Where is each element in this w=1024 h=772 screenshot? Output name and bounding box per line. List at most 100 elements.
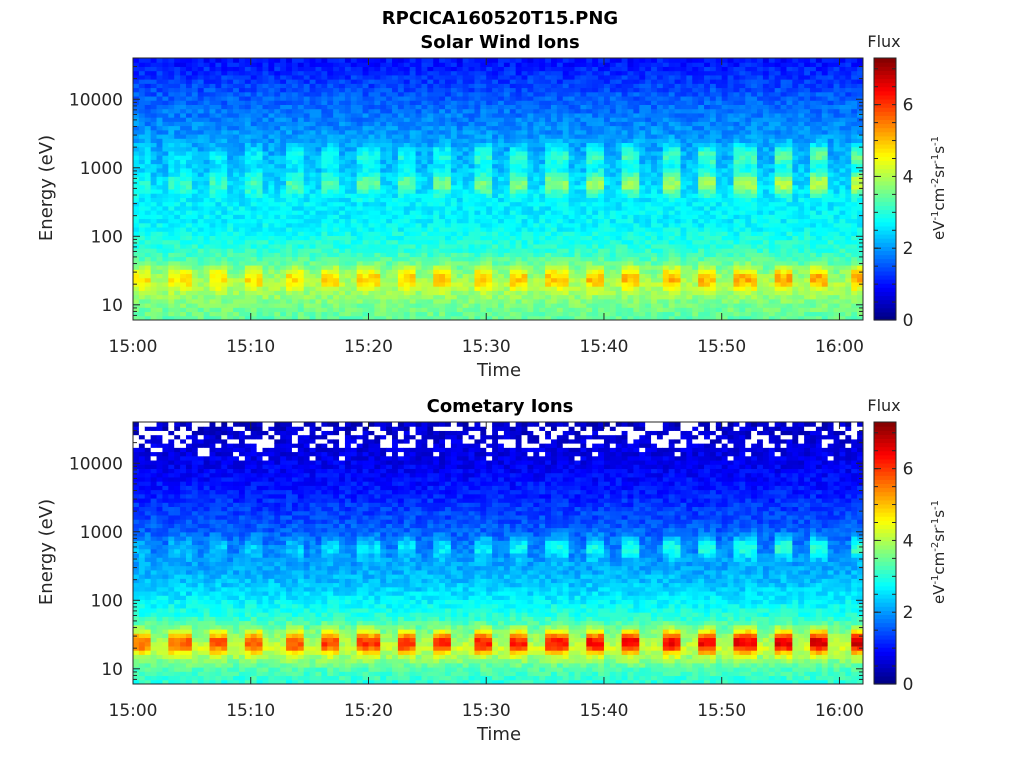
heatmap-cell xyxy=(133,83,140,89)
heatmap-cell xyxy=(274,62,281,67)
heatmap-cell xyxy=(492,290,499,296)
heatmap-cell xyxy=(174,260,181,266)
heatmap-cell xyxy=(492,197,499,203)
heatmap-cell xyxy=(168,100,175,105)
heatmap-cell xyxy=(521,218,528,224)
heatmap-cell xyxy=(138,121,146,127)
heatmap-cell xyxy=(356,315,364,321)
heatmap-cell xyxy=(185,227,193,232)
heatmap-cell xyxy=(280,79,287,84)
heatmap-cell xyxy=(450,66,458,72)
heatmap-cell xyxy=(515,159,523,165)
heatmap-cell xyxy=(568,201,576,207)
heatmap-cell xyxy=(262,189,269,194)
heatmap-cell xyxy=(291,303,299,308)
heatmap-cell xyxy=(327,197,334,203)
heatmap-cell xyxy=(515,197,523,203)
heatmap-cell xyxy=(374,277,381,283)
heatmap-cell xyxy=(450,286,458,291)
heatmap-cell xyxy=(439,125,446,131)
heatmap-cell xyxy=(333,205,340,211)
heatmap-cell xyxy=(409,66,417,72)
heatmap-cell xyxy=(562,138,570,144)
heatmap-cell xyxy=(492,117,499,122)
heatmap-cell xyxy=(344,150,352,156)
heatmap-cell xyxy=(191,243,199,249)
heatmap-cell xyxy=(203,167,211,173)
heatmap-cell xyxy=(244,74,252,80)
heatmap-cell xyxy=(238,307,246,313)
heatmap-cell xyxy=(550,205,558,211)
heatmap-cell xyxy=(445,112,452,118)
heatmap-cell xyxy=(238,159,246,165)
heatmap-cell xyxy=(586,303,593,308)
heatmap-cell xyxy=(233,197,240,203)
heatmap-cell xyxy=(191,91,199,97)
heatmap-cell xyxy=(162,159,169,165)
heatmap-cell xyxy=(574,159,581,165)
heatmap-cell xyxy=(215,129,222,135)
heatmap-cell xyxy=(462,315,470,321)
heatmap-cell xyxy=(233,277,240,283)
heatmap-cell xyxy=(568,294,576,300)
heatmap-cell xyxy=(256,138,264,144)
heatmap-cell xyxy=(297,176,305,182)
heatmap-cell xyxy=(133,277,140,283)
heatmap-cell xyxy=(533,70,540,76)
heatmap-cell xyxy=(333,176,340,182)
heatmap-cell xyxy=(386,235,393,241)
heatmap-cell xyxy=(368,193,375,198)
heatmap-cell xyxy=(191,62,199,67)
heatmap-cell xyxy=(244,294,252,300)
heatmap-cell xyxy=(492,252,499,258)
heatmap-cell xyxy=(556,87,564,93)
heatmap-cell xyxy=(227,273,234,279)
heatmap-cell xyxy=(350,104,358,110)
heatmap-cell xyxy=(527,74,534,80)
heatmap-cell xyxy=(274,210,281,215)
heatmap-cell xyxy=(603,210,611,215)
heatmap-cell xyxy=(521,91,528,97)
heatmap-cell xyxy=(180,227,187,232)
heatmap-cell xyxy=(350,184,358,190)
heatmap-cell xyxy=(256,243,264,249)
heatmap-cell xyxy=(462,256,470,262)
heatmap-cell xyxy=(280,100,287,105)
heatmap-cell xyxy=(380,269,387,275)
heatmap-cell xyxy=(427,125,434,131)
heatmap-cell xyxy=(545,121,552,127)
heatmap-cell xyxy=(168,180,175,186)
heatmap-cell xyxy=(450,167,458,173)
heatmap-cell xyxy=(545,290,552,296)
heatmap-cell xyxy=(386,201,393,207)
heatmap-cell xyxy=(392,66,399,72)
heatmap-cell xyxy=(233,83,240,89)
heatmap-cell xyxy=(468,214,475,220)
heatmap-cell xyxy=(539,193,546,198)
heatmap-cell xyxy=(380,243,387,249)
heatmap-cell xyxy=(174,311,181,317)
heatmap-cell xyxy=(215,269,222,275)
heatmap-cell xyxy=(580,239,587,245)
heatmap-cell xyxy=(274,243,281,249)
heatmap-cell xyxy=(439,201,446,207)
heatmap-cell xyxy=(492,108,499,114)
heatmap-cell xyxy=(445,235,452,241)
heatmap-cell xyxy=(562,303,570,308)
heatmap-cell xyxy=(309,294,316,300)
heatmap-cell xyxy=(539,214,546,220)
heatmap-cell xyxy=(439,311,446,317)
heatmap-cell xyxy=(297,100,305,105)
heatmap-cell xyxy=(368,66,375,72)
heatmap-cell xyxy=(556,100,564,105)
heatmap-cell xyxy=(409,193,417,198)
heatmap-cell xyxy=(380,294,387,300)
heatmap-cell xyxy=(462,100,470,105)
heatmap-cell xyxy=(562,256,570,262)
heatmap-cell xyxy=(397,243,405,249)
heatmap-cell xyxy=(533,117,540,122)
heatmap-cell xyxy=(568,243,576,249)
heatmap-cell xyxy=(138,117,146,122)
heatmap-cell xyxy=(598,83,605,89)
heatmap-cell xyxy=(421,201,428,207)
